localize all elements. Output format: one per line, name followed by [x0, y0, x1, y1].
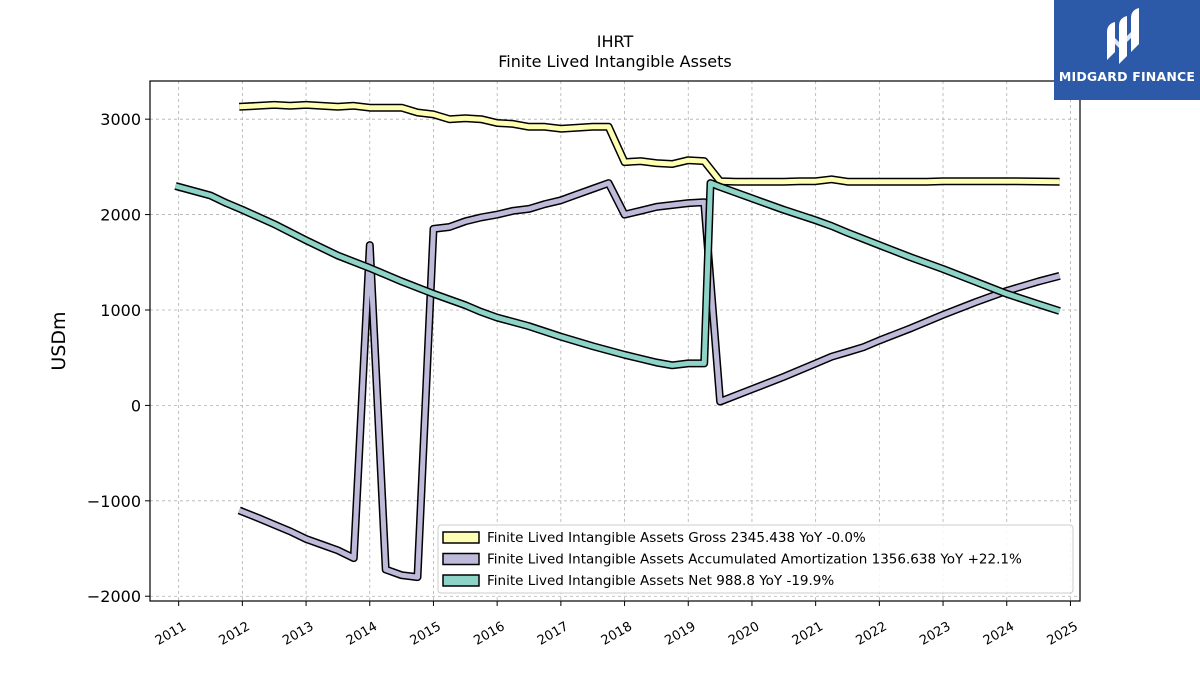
y-tick-label: 0: [131, 396, 141, 415]
midgard-m-logo-icon: [1107, 8, 1139, 64]
series-line-1: [239, 102, 1060, 185]
legend-entry: Finite Lived Intangible Assets Gross 234…: [487, 530, 866, 546]
legend-swatch: [442, 552, 480, 566]
y-tick-label: 2000: [100, 206, 141, 225]
y-tick-label: −1000: [87, 492, 141, 511]
series-line-2: [238, 180, 1061, 580]
y-tick-label: 3000: [100, 110, 141, 129]
legend-box: [437, 524, 1074, 594]
legend: Finite Lived Intangible Assets Gross 234…: [437, 524, 1074, 594]
series-line-3: [174, 180, 1061, 368]
legend-entry: Finite Lived Intangible Assets Accumulat…: [487, 552, 1022, 568]
y-tick-label: −2000: [87, 587, 141, 606]
legend-entry: Finite Lived Intangible Assets Net 988.8…: [487, 573, 834, 589]
chart-title: IHRT: [597, 32, 634, 51]
chart-subtitle: Finite Lived Intangible Assets: [498, 52, 731, 71]
y-axis-label: USDm: [48, 311, 70, 370]
legend-swatch: [442, 574, 480, 587]
midgard-finance-logo: MIDGARD FINANCE: [1054, 0, 1200, 100]
logo-text: MIDGARD FINANCE: [1058, 69, 1196, 84]
y-tick-label: 1000: [100, 301, 141, 320]
legend-swatch: [442, 531, 480, 544]
plot-area: [149, 80, 1081, 602]
